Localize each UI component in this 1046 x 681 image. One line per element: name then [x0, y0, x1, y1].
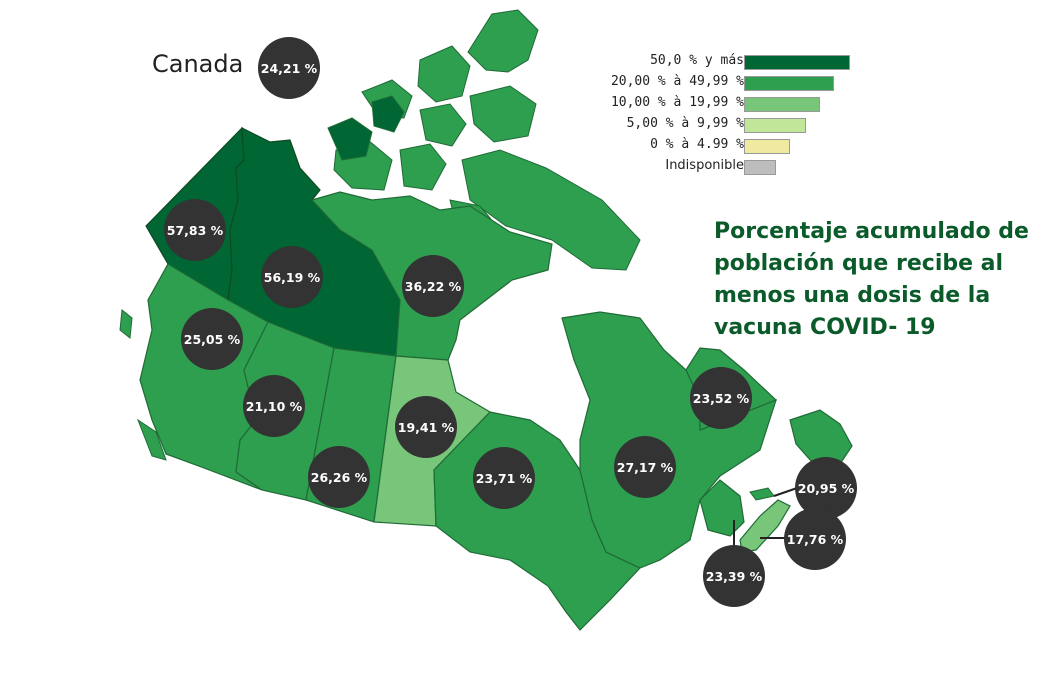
badge-new-brunswick: 23,39 % [703, 545, 765, 607]
legend-swatch [744, 160, 776, 175]
badge-manitoba: 19,41 % [395, 396, 457, 458]
arctic-island-dark [371, 95, 405, 133]
badge-nova-scotia: 17,76 % [784, 508, 846, 570]
badge-ontario: 23,71 % [473, 447, 535, 509]
region-nova-scotia [739, 499, 791, 553]
country-value-badge: 24,21 % [258, 37, 320, 99]
legend-swatch [744, 76, 834, 91]
badge-newfoundland-and-labrador: 23,52 % [690, 367, 752, 429]
legend-row-unavailable: Indisponible [560, 157, 860, 177]
legend-swatch [744, 118, 806, 133]
badge-quebec: 27,17 % [614, 436, 676, 498]
badge-prince-edward-island: 20,95 % [795, 457, 857, 519]
legend-row-10-19: 10,00 % à 19,99 % [560, 94, 860, 114]
map-title: Porcentaje acumulado de población que re… [714, 219, 1029, 340]
badge-nunavut: 36,22 % [402, 255, 464, 317]
legend-label: 10,00 % à 19,99 % [610, 95, 744, 110]
badge-yukon: 57,83 % [164, 199, 226, 261]
region-newfoundland [789, 409, 853, 471]
legend-swatch [744, 97, 820, 112]
legend-label: 20,00 % à 49,99 % [610, 74, 744, 89]
country-label: Canada [152, 50, 244, 78]
badge-saskatchewan: 26,26 % [308, 446, 370, 508]
legend-label: 50,0 % y más [650, 53, 744, 68]
legend-row-20-49: 20,00 % à 49,99 % [560, 73, 860, 93]
legend-label: 0 % à 4.99 % [650, 137, 744, 152]
badge-british-columbia: 25,05 % [181, 308, 243, 370]
legend-swatch [744, 55, 850, 70]
arctic-island-dark-2 [327, 117, 373, 161]
island-vancouver [136, 418, 167, 461]
island-haida-gwaii [119, 309, 133, 339]
badge-northwest-territories: 56,19 % [261, 246, 323, 308]
region-prince-edward-island [749, 487, 775, 501]
legend-label: 5,00 % à 9,99 % [626, 116, 744, 131]
legend-row-0-4: 0 % à 4.99 % [560, 136, 860, 156]
legend-row-5-9: 5,00 % à 9,99 % [560, 115, 860, 135]
legend: 50,0 % y más 20,00 % à 49,99 % 10,00 % à… [560, 50, 860, 180]
legend-label: Indisponible [665, 158, 744, 173]
legend-swatch [744, 139, 790, 154]
badge-alberta: 21,10 % [243, 375, 305, 437]
legend-row-50-plus: 50,0 % y más [560, 52, 860, 72]
